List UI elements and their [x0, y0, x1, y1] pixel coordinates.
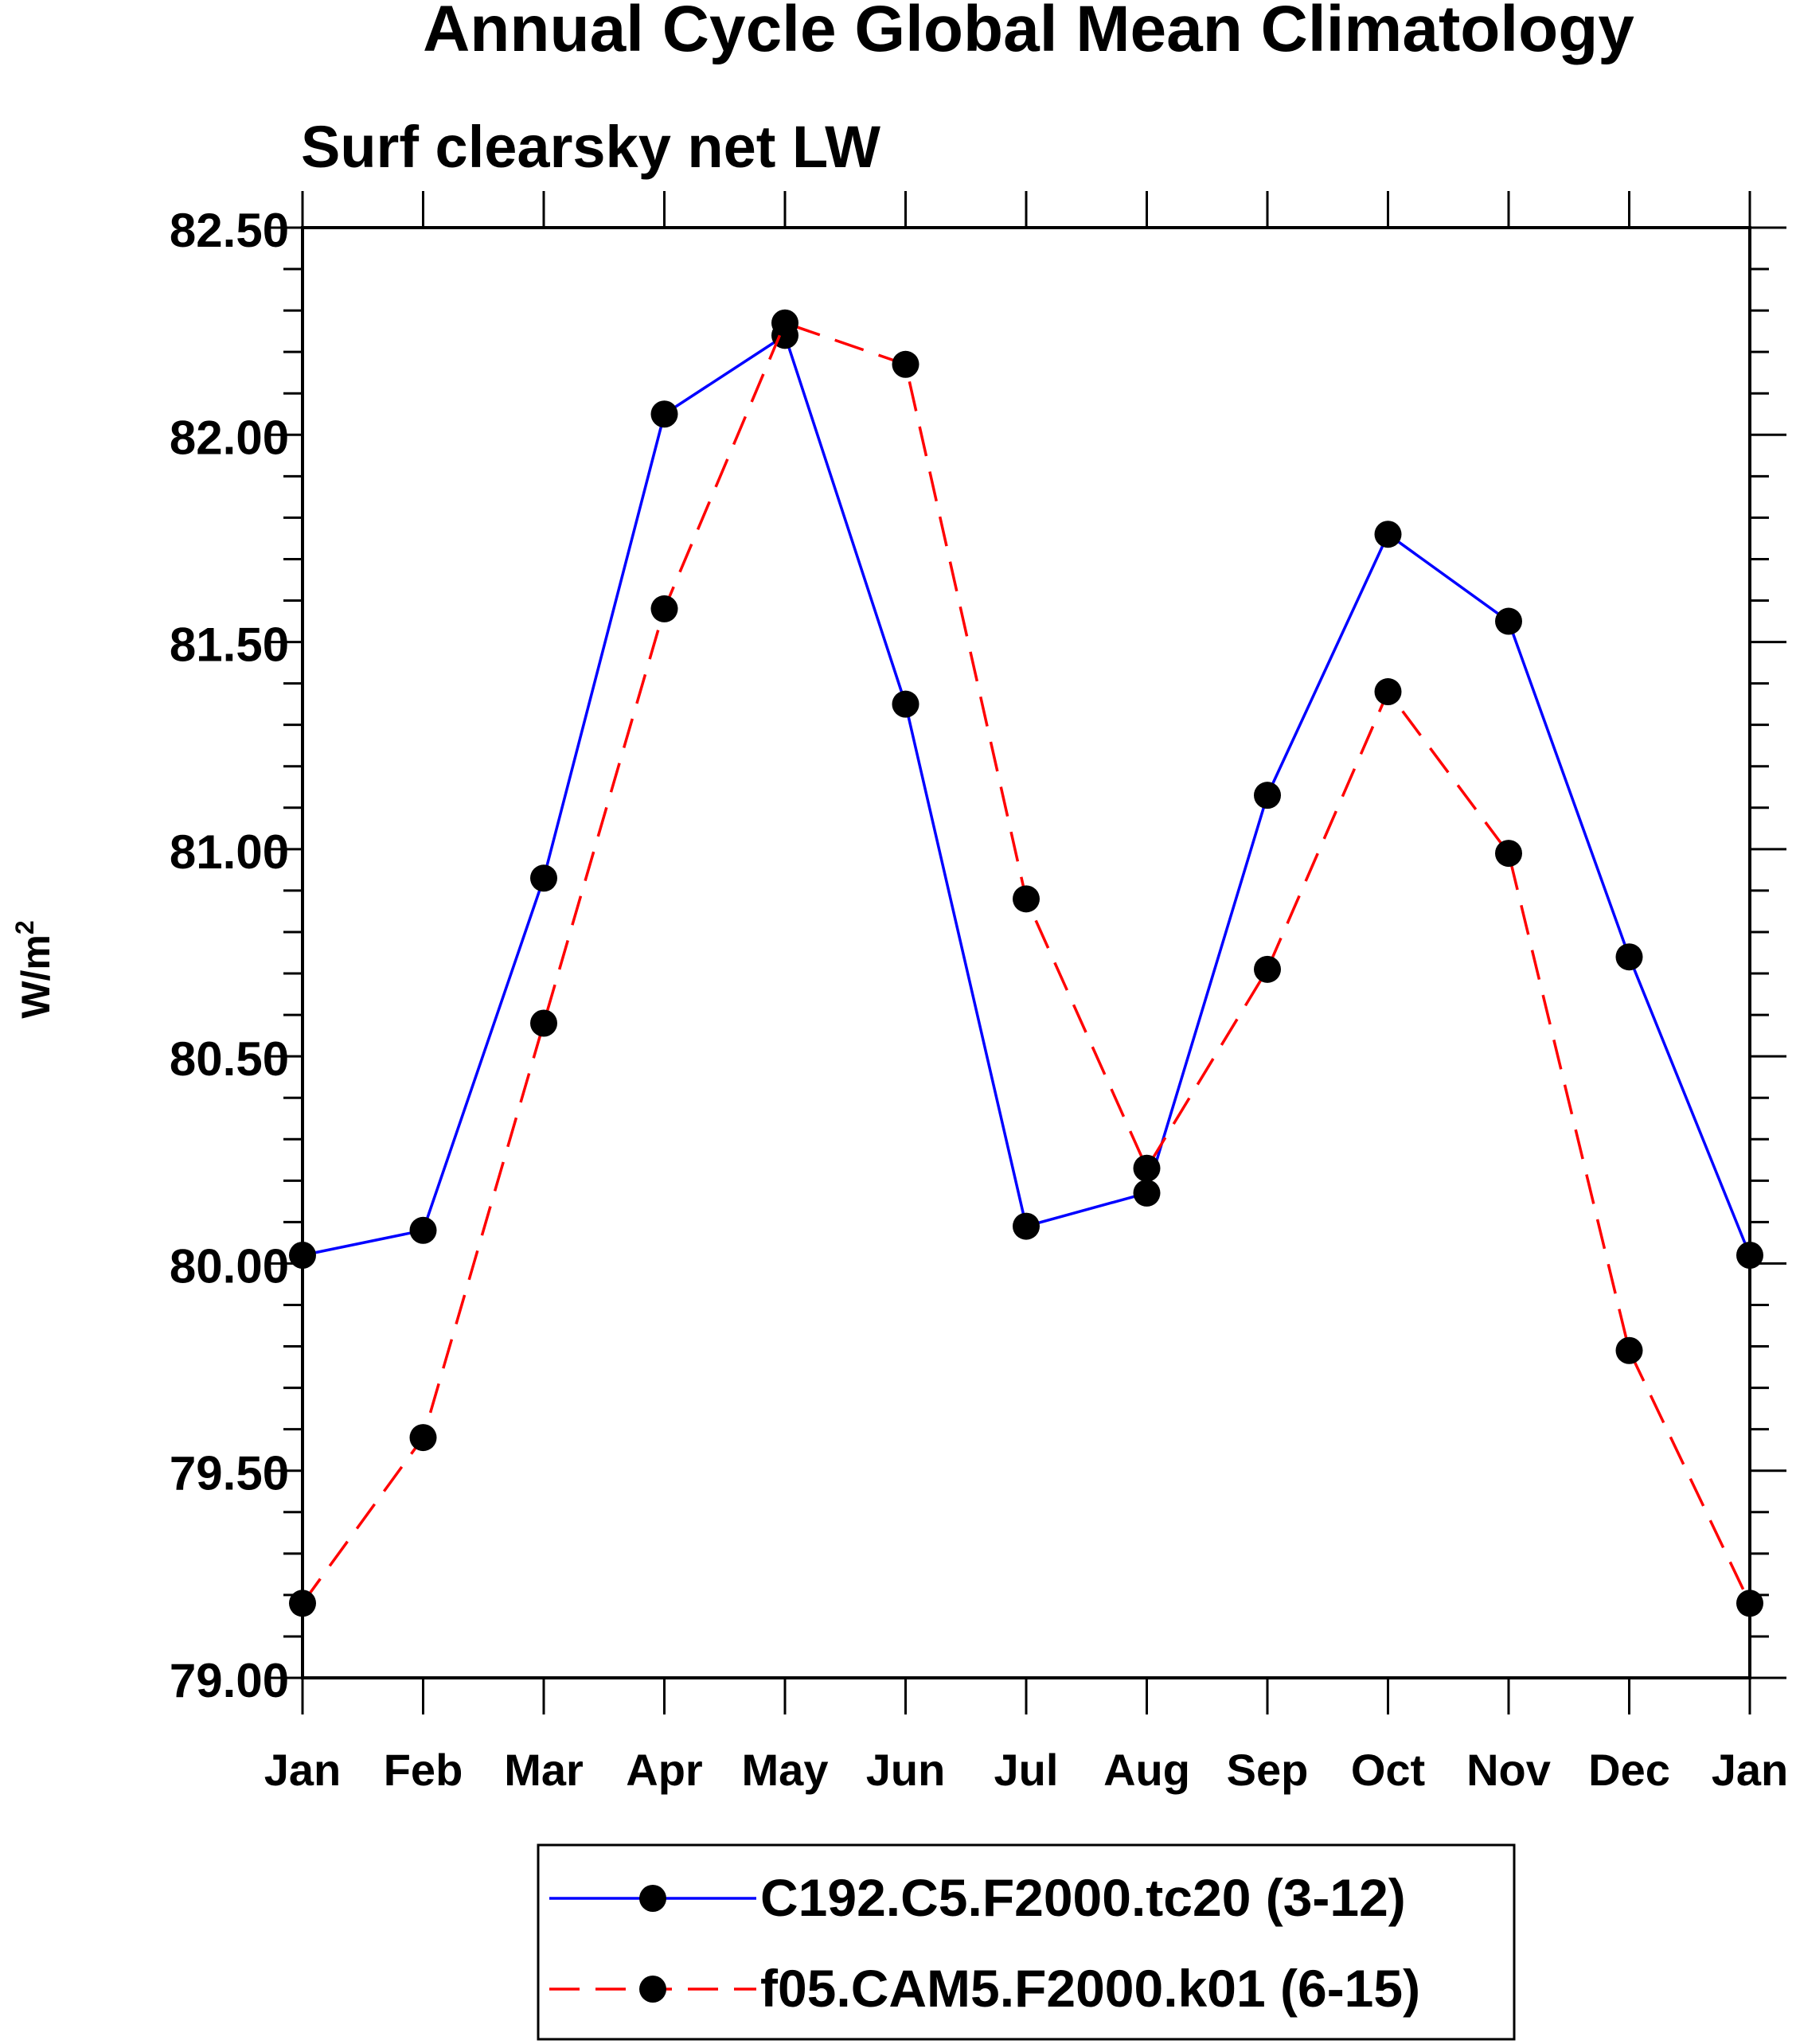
- data-point: [1133, 1179, 1161, 1207]
- legend-marker-series-2: [639, 1976, 666, 2003]
- x-tick-labels: Jan Feb Mar Apr May Jun Jul Aug Sep Oct Nov Dec Jan: [264, 1745, 1789, 1795]
- x-tick-label: Oct: [1351, 1745, 1425, 1795]
- data-point: [1374, 678, 1402, 706]
- y-axis-label-superscript: 2: [10, 920, 39, 934]
- data-point: [1495, 840, 1522, 868]
- x-tick-label: May: [742, 1745, 829, 1795]
- series-layer: [289, 309, 1763, 1617]
- chart-title: Annual Cycle Global Mean Climatology: [423, 0, 1634, 65]
- series-2: [289, 309, 1763, 1617]
- x-tick-label: Nov: [1466, 1745, 1551, 1795]
- chart-subtitle: Surf clearsky net LW: [301, 114, 880, 180]
- series-line: [302, 333, 1751, 1257]
- x-tick-label: Jan: [1712, 1745, 1789, 1795]
- data-point: [1133, 1154, 1161, 1182]
- x-tick-label: Dec: [1588, 1745, 1670, 1795]
- x-tick-label: Feb: [384, 1745, 463, 1795]
- x-tick-label: Jun: [866, 1745, 946, 1795]
- x-tick-label: Jan: [264, 1745, 342, 1795]
- series-1: [289, 322, 1763, 1270]
- data-point: [892, 690, 919, 718]
- y-tick-label: 79.50: [170, 1447, 289, 1500]
- data-point: [1013, 885, 1040, 913]
- plot-frame: [301, 226, 1751, 1679]
- data-point: [530, 1009, 557, 1037]
- y-tick-label: 80.50: [170, 1032, 289, 1086]
- legend-label-series-1: C192.C5.F2000.tc20 (3-12): [760, 1868, 1406, 1927]
- legend: C192.C5.F2000.tc20 (3-12) f05.CAM5.F2000…: [537, 1843, 1516, 2041]
- x-tick-label: Jul: [994, 1745, 1059, 1795]
- data-point: [1615, 943, 1643, 971]
- x-tick-label: Sep: [1227, 1745, 1309, 1795]
- y-tick-labels: 79.00 79.50 80.00 80.50 81.00 81.50 82.00 82.50: [170, 204, 289, 1707]
- axis-ticks: [266, 191, 1786, 1714]
- y-tick-label: 82.00: [170, 411, 289, 464]
- data-point: [409, 1424, 437, 1452]
- x-tick-label: Mar: [504, 1745, 584, 1795]
- legend-box: [537, 1843, 1516, 2041]
- data-point: [1254, 955, 1281, 983]
- x-tick-label: Aug: [1103, 1745, 1190, 1795]
- y-axis-label-text: W/m: [14, 934, 58, 1019]
- y-tick-label: 81.50: [170, 618, 289, 672]
- data-point: [1495, 607, 1522, 635]
- series-line: [301, 321, 1751, 1605]
- data-point: [1013, 1212, 1040, 1240]
- data-point: [409, 1216, 437, 1244]
- data-point: [892, 350, 919, 378]
- y-tick-label: 82.50: [170, 204, 289, 257]
- data-point: [650, 400, 678, 428]
- legend-label-series-2: f05.CAM5.F2000.k01 (6-15): [760, 1959, 1420, 2018]
- y-tick-label: 80.00: [170, 1239, 289, 1293]
- data-point: [1615, 1336, 1643, 1364]
- svg-text:W/m2: W/m2: [10, 920, 58, 1018]
- data-point: [1374, 521, 1402, 548]
- legend-marker-series-1: [639, 1885, 666, 1912]
- y-tick-label: 81.00: [170, 825, 289, 879]
- y-axis-label: W/m2: [10, 920, 58, 1018]
- data-point: [1254, 782, 1281, 809]
- y-tick-label: 79.00: [170, 1654, 289, 1707]
- data-point: [771, 309, 798, 337]
- data-point: [650, 595, 678, 622]
- data-point: [530, 864, 557, 892]
- x-tick-label: Apr: [626, 1745, 702, 1795]
